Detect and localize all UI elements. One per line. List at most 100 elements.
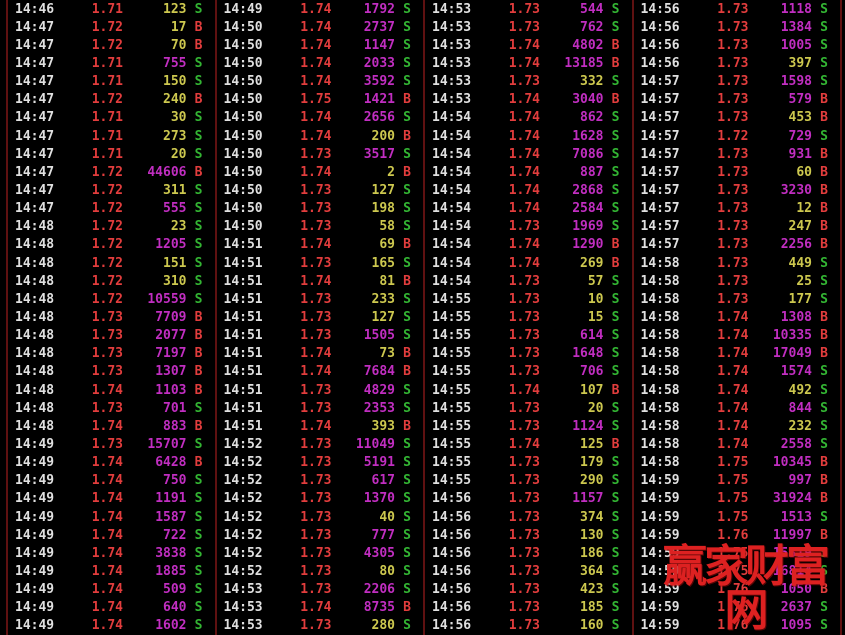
trade-time: 14:57	[640, 219, 680, 235]
trade-side-flag: S	[820, 128, 828, 144]
trade-price: 1.73	[508, 273, 540, 289]
trade-price: 1.73	[300, 618, 332, 634]
trade-time: 14:48	[15, 364, 55, 380]
trade-price: 1.74	[717, 328, 749, 344]
trade-price: 1.74	[300, 19, 332, 35]
trade-time: 14:49	[15, 618, 55, 634]
trade-side-flag: S	[403, 19, 411, 35]
trade-side-flag: S	[194, 146, 203, 162]
trade-time: 14:51	[223, 291, 263, 307]
trade-time: 14:47	[15, 74, 55, 90]
trade-price: 1.74	[300, 164, 332, 180]
trade-row: 14:50 1.74 200 B	[217, 127, 424, 145]
trade-side-flag: B	[403, 237, 411, 253]
trade-price: 1.71	[91, 1, 123, 17]
trade-time: 14:52	[223, 545, 263, 561]
trade-volume: 150	[163, 74, 187, 90]
trade-volume: 3517	[363, 146, 395, 162]
trade-volume: 60	[796, 164, 812, 180]
trade-volume: 1598	[780, 74, 812, 90]
trade-time: 14:56	[432, 491, 472, 507]
trade-price: 1.76	[717, 527, 749, 543]
trade-row: 14:50 1.73 198 S	[217, 200, 424, 218]
trade-price: 1.74	[91, 473, 123, 489]
trade-price: 1.73	[508, 618, 540, 634]
trade-price: 1.72	[91, 219, 123, 235]
trade-time: 14:47	[15, 92, 55, 108]
trade-row: 14:57 1.73 579 B	[634, 91, 841, 109]
trade-volume: 10345	[772, 455, 812, 471]
trade-side-flag: S	[611, 346, 620, 362]
trade-price: 1.75	[717, 563, 749, 579]
trade-side-flag: S	[194, 74, 203, 90]
trade-price: 1.72	[91, 19, 123, 35]
trade-side-flag: S	[403, 110, 411, 126]
trade-row: 14:51 1.74 393 B	[217, 417, 424, 435]
trade-time: 14:53	[432, 37, 472, 53]
trade-price: 1.73	[508, 582, 540, 598]
trade-volume: 151	[163, 255, 187, 271]
trade-row: 14:53 1.73 280 S	[217, 617, 424, 635]
trade-price: 1.74	[300, 600, 332, 616]
trade-price: 1.74	[91, 455, 123, 471]
trade-side-flag: S	[820, 563, 828, 579]
trade-time: 14:47	[15, 182, 55, 198]
trade-price: 1.74	[508, 255, 540, 271]
trade-side-flag: B	[194, 382, 203, 398]
trade-volume: 20	[587, 400, 604, 416]
trade-volume: 280	[371, 618, 395, 634]
trade-time: 14:52	[223, 491, 263, 507]
trade-time: 14:54	[432, 273, 472, 289]
trade-side-flag: B	[403, 128, 411, 144]
trade-time: 14:55	[432, 309, 472, 325]
trade-side-flag: S	[194, 128, 203, 144]
trade-time: 14:53	[432, 19, 472, 35]
trade-price: 1.74	[300, 128, 332, 144]
trade-row: 14:54 1.74 7086 S	[425, 145, 632, 163]
trade-volume: 544	[580, 1, 604, 17]
trade-time: 14:58	[640, 328, 680, 344]
trade-volume: 1103	[155, 382, 187, 398]
trade-row: 14:57 1.72 729 S	[634, 127, 841, 145]
trade-row: 14:58 1.74 232 S	[634, 417, 841, 435]
trade-row: 14:48 1.73 1307 B	[8, 363, 215, 381]
trade-volume: 31924	[772, 491, 812, 507]
trade-volume: 40	[379, 509, 395, 525]
trade-row: 14:48 1.73 701 S	[8, 399, 215, 417]
trade-row: 14:55 1.73 10 S	[425, 290, 632, 308]
trade-volume: 11049	[355, 436, 395, 452]
trade-panel-3: 14:53 1.73 544 S 14:53 1.73 762 S 14:53 1.74 4802 B…	[423, 0, 632, 635]
trade-row: 14:57 1.73 3230 B	[634, 181, 841, 199]
trade-volume: 58	[379, 219, 395, 235]
trade-side-flag: S	[611, 291, 620, 307]
trade-row: 14:52 1.73 617 S	[217, 472, 424, 490]
trade-side-flag: S	[403, 563, 411, 579]
trade-row: 14:55 1.73 706 S	[425, 363, 632, 381]
trade-row: 14:48 1.74 1103 B	[8, 381, 215, 399]
trade-price: 1.73	[717, 291, 749, 307]
trade-side-flag: S	[611, 618, 620, 634]
trade-volume: 123	[163, 1, 187, 17]
trade-row: 14:55 1.74 107 B	[425, 381, 632, 399]
trade-side-flag: B	[820, 582, 828, 598]
trade-price: 1.73	[508, 455, 540, 471]
trade-side-flag: S	[194, 273, 203, 289]
trade-time: 14:57	[640, 146, 680, 162]
trade-side-flag: B	[611, 436, 620, 452]
trade-row: 14:54 1.74 2868 S	[425, 181, 632, 199]
trade-price: 1.73	[717, 219, 749, 235]
trade-price: 1.74	[91, 582, 123, 598]
trade-price: 1.73	[717, 110, 749, 126]
trade-volume: 247	[788, 219, 812, 235]
trade-side-flag: B	[820, 164, 828, 180]
trade-row: 14:52 1.73 4305 S	[217, 544, 424, 562]
trade-price: 1.73	[508, 219, 540, 235]
trade-side-flag: B	[820, 473, 828, 489]
trade-side-flag: B	[403, 346, 411, 362]
trade-side-flag: S	[611, 563, 620, 579]
trade-volume: 2558	[780, 436, 812, 452]
trade-row: 14:56 1.73 423 S	[425, 581, 632, 599]
trade-row: 14:52 1.73 11049 S	[217, 435, 424, 453]
trade-side-flag: S	[820, 37, 828, 53]
trade-volume: 614	[580, 328, 604, 344]
